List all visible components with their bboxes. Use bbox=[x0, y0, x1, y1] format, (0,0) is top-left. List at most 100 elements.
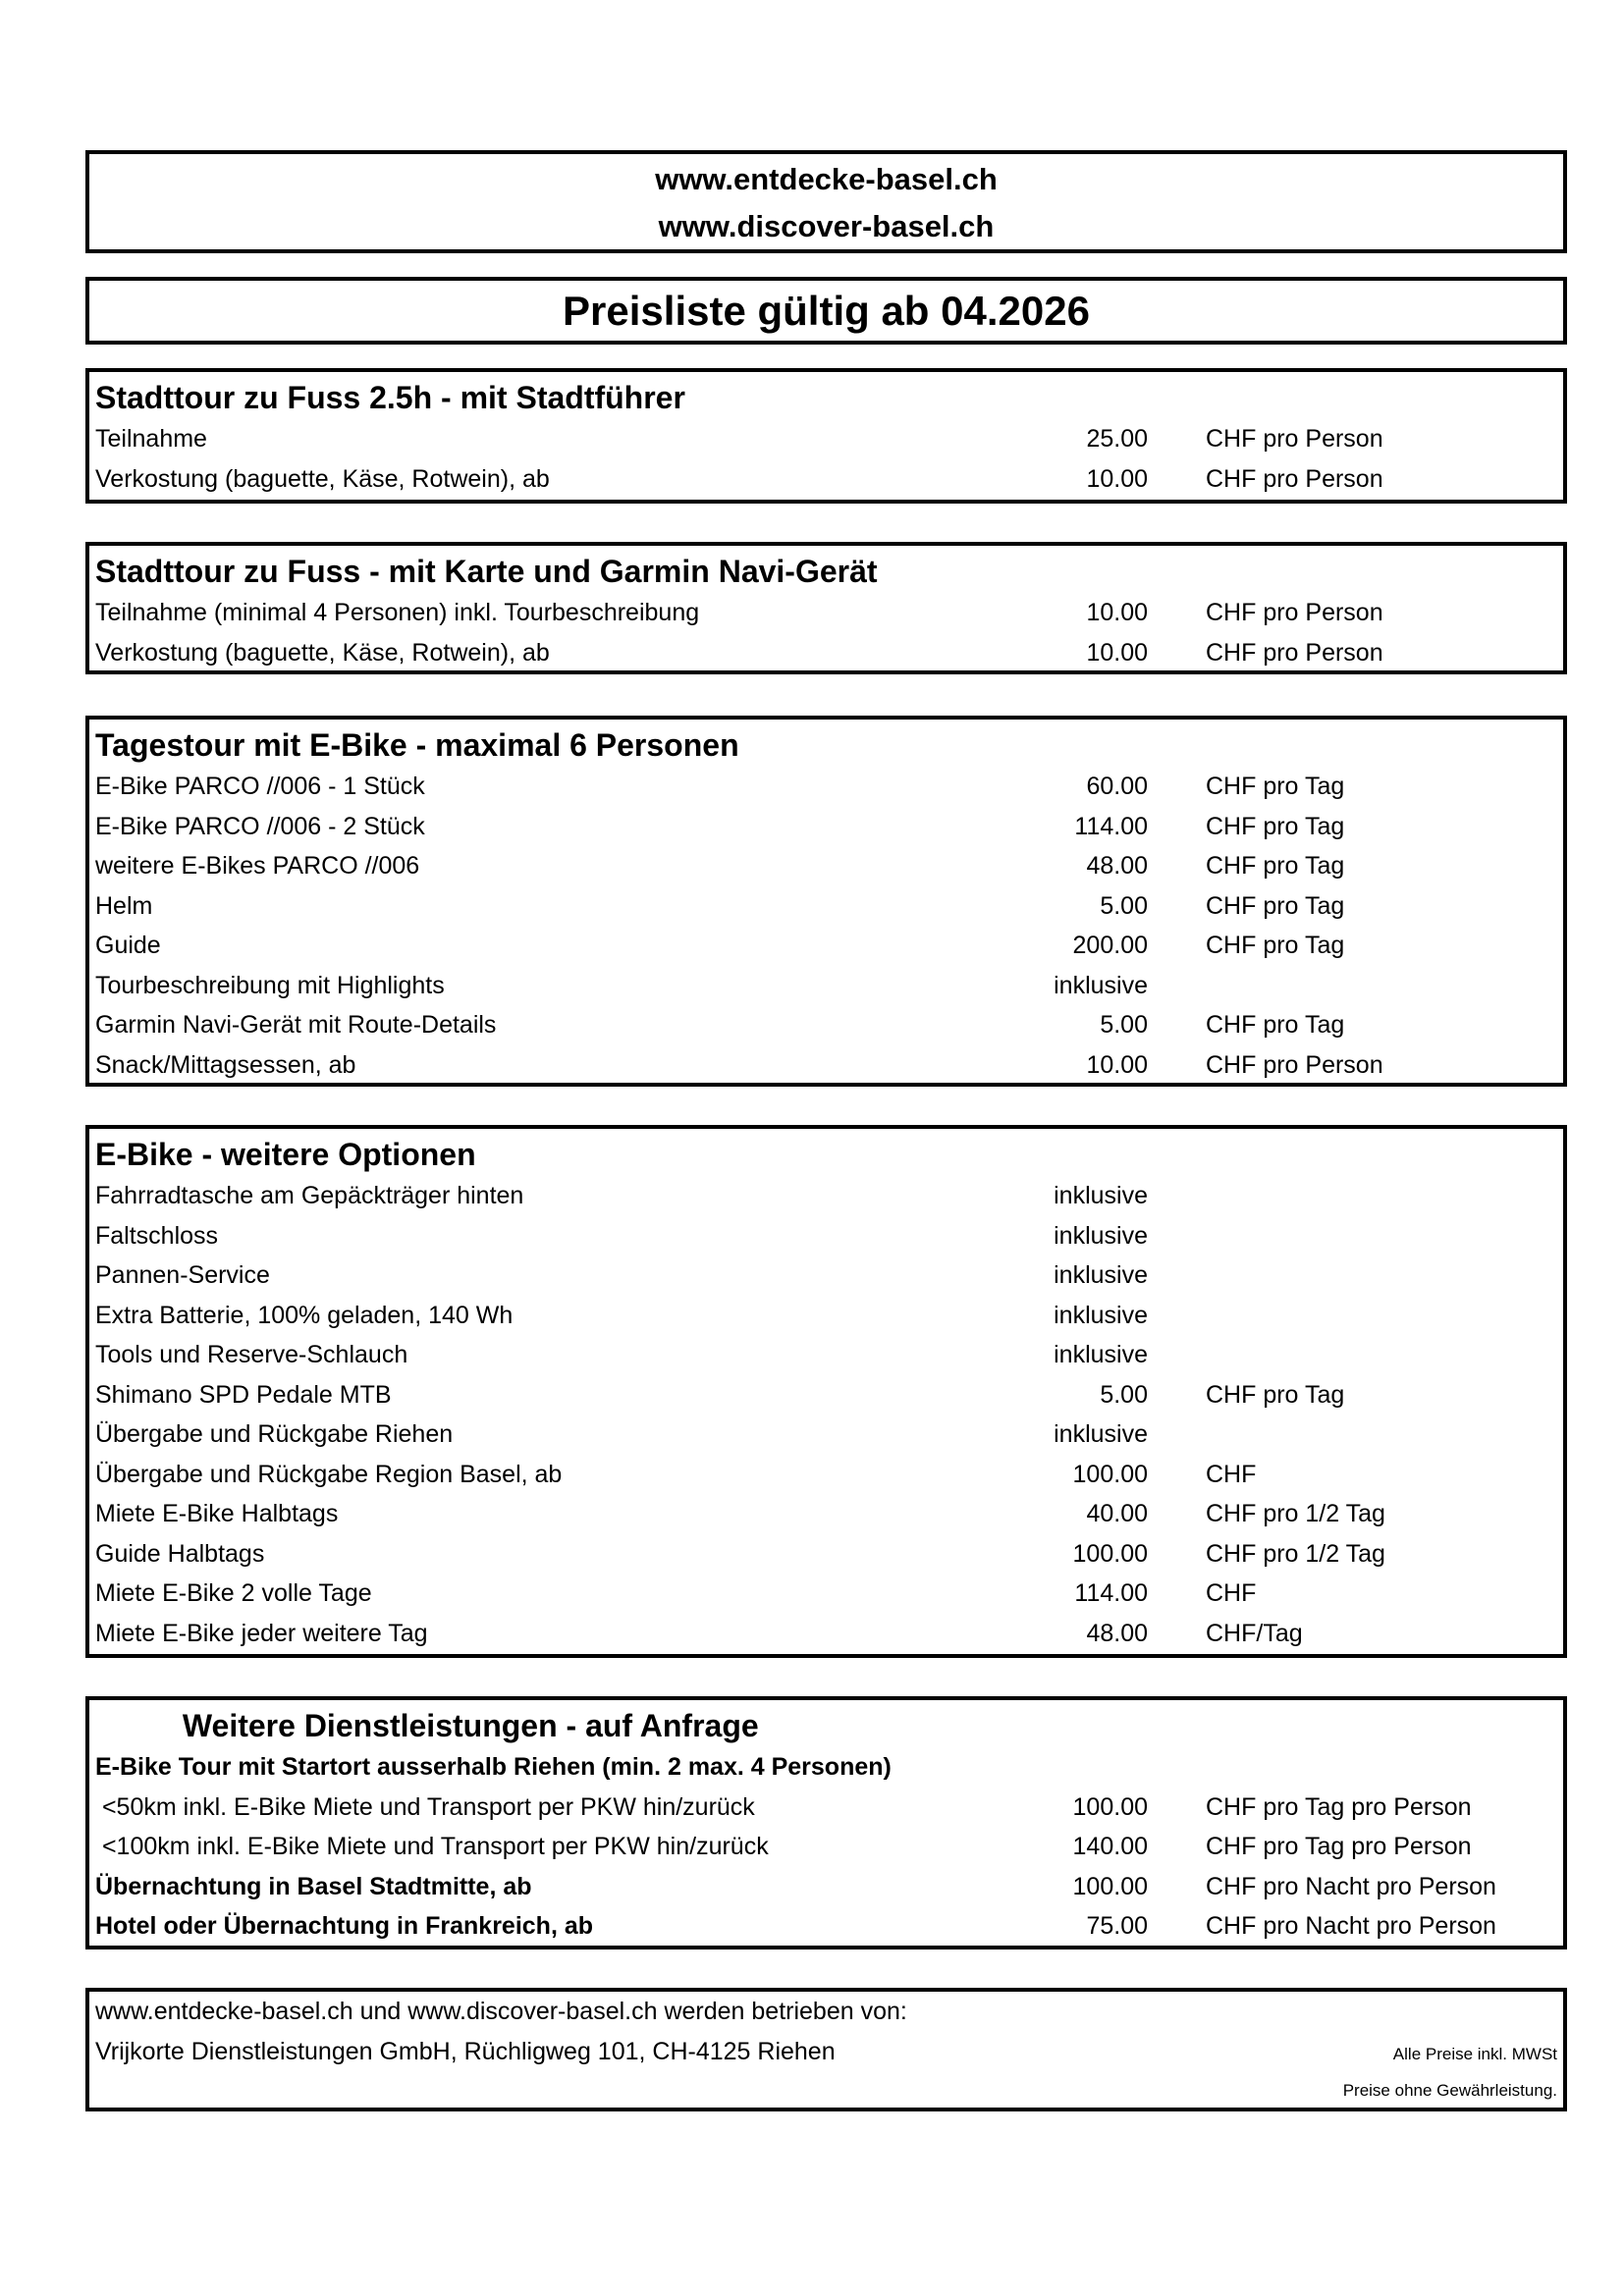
item-unit: CHF pro Person bbox=[1206, 425, 1383, 453]
item-price: 48.00 bbox=[1086, 1619, 1148, 1647]
price-row: Snack/Mittagsessen, ab 10.00 CHF pro Perso… bbox=[89, 1045, 1563, 1086]
item-unit: CHF pro Nacht pro Person bbox=[1206, 1912, 1496, 1940]
item-label: Fahrradtasche am Gepäckträger hinten bbox=[95, 1182, 524, 1209]
item-unit: CHF pro Tag bbox=[1206, 812, 1345, 840]
price-row: Miete E-Bike 2 volle Tage 114.00 CHF bbox=[89, 1574, 1563, 1614]
section-heading: Tagestour mit E-Bike - maximal 6 Persone… bbox=[95, 727, 739, 763]
item-label: Miete E-Bike Halbtags bbox=[95, 1500, 339, 1527]
item-unit: CHF bbox=[1206, 1579, 1257, 1607]
item-label: Verkostung (baguette, Käse, Rotwein), ab bbox=[95, 464, 550, 493]
website-url-de: www.entdecke-basel.ch bbox=[655, 162, 998, 196]
price-row: Übergabe und Rückgabe Riehen inklusive bbox=[89, 1415, 1563, 1455]
item-unit bbox=[1148, 1415, 1206, 1455]
item-unit: CHF pro Person bbox=[1206, 599, 1383, 626]
item-unit bbox=[1148, 1296, 1206, 1336]
item-label: Guide Halbtags bbox=[95, 1539, 265, 1568]
price-row: weitere E-Bikes PARCO //006 48.00 CHF pro … bbox=[89, 846, 1563, 886]
item-price: inklusive bbox=[1054, 1420, 1148, 1448]
item-unit bbox=[1148, 1176, 1206, 1216]
item-label: Miete E-Bike 2 volle Tage bbox=[95, 1579, 372, 1607]
item-unit: CHF pro 1/2 Tag bbox=[1206, 1539, 1385, 1568]
section-heading: Stadttour zu Fuss - mit Karte und Garmin… bbox=[95, 554, 878, 589]
item-price: 5.00 bbox=[1100, 891, 1148, 920]
price-row: Garmin Navi-Gerät mit Route-Details 5.00 C… bbox=[89, 1005, 1563, 1045]
item-unit bbox=[1148, 1335, 1206, 1375]
price-row: Helm 5.00 CHF pro Tag bbox=[89, 886, 1563, 927]
item-label: Helm bbox=[95, 891, 153, 920]
item-unit: CHF pro Tag bbox=[1206, 852, 1345, 880]
price-row: Pannen-Service inklusive bbox=[89, 1255, 1563, 1296]
price-row: E-Bike PARCO //006 - 1 Stück 60.00 CHF pro… bbox=[89, 767, 1563, 807]
price-row: Teilnahme (minimal 4 Personen) inkl. Tou… bbox=[89, 593, 1563, 633]
footer-line: Preise ohne Gewährleistung. bbox=[89, 2071, 1563, 2111]
price-row: Shimano SPD Pedale MTB 5.00 CHF pro Tag bbox=[89, 1375, 1563, 1415]
footer-address: Vrijkorte Dienstleistungen GmbH, Rüchlig… bbox=[95, 2037, 836, 2065]
item-unit: CHF pro Tag pro Person bbox=[1206, 1833, 1472, 1860]
item-label: weitere E-Bikes PARCO //006 bbox=[95, 852, 420, 880]
item-unit: CHF pro Tag pro Person bbox=[1206, 1792, 1472, 1821]
item-unit: CHF/Tag bbox=[1206, 1619, 1303, 1647]
item-unit: CHF pro Person bbox=[1206, 464, 1383, 493]
item-label: Shimano SPD Pedale MTB bbox=[95, 1380, 392, 1409]
item-price: 5.00 bbox=[1100, 1011, 1148, 1039]
item-price: 75.00 bbox=[1086, 1912, 1148, 1940]
item-unit: CHF pro Person bbox=[1206, 1050, 1383, 1079]
price-row: Guide 200.00 CHF pro Tag bbox=[89, 926, 1563, 966]
footer-box: www.entdecke-basel.ch und www.discover-b… bbox=[85, 1988, 1567, 2111]
footer-line: Vrijkorte Dienstleistungen GmbH, Rüchlig… bbox=[89, 2032, 1563, 2072]
price-row: E-Bike PARCO //006 - 2 Stück 114.00 CHF pr… bbox=[89, 807, 1563, 847]
vat-note: Alle Preise inkl. MWSt bbox=[1392, 2044, 1557, 2063]
item-label: Verkostung (baguette, Käse, Rotwein), ab bbox=[95, 638, 550, 667]
item-label: Teilnahme (minimal 4 Personen) inkl. Tou… bbox=[95, 599, 700, 626]
price-row: Faltschloss inklusive bbox=[89, 1216, 1563, 1256]
title-box: Preisliste gültig ab 04.2026 bbox=[85, 277, 1567, 345]
price-section: Tagestour mit E-Bike - maximal 6 Persone… bbox=[85, 716, 1567, 1087]
item-price: 114.00 bbox=[1074, 812, 1148, 840]
item-label: Garmin Navi-Gerät mit Route-Details bbox=[95, 1011, 497, 1039]
item-price: inklusive bbox=[1054, 1221, 1148, 1250]
item-price: 40.00 bbox=[1086, 1500, 1148, 1527]
item-price: 200.00 bbox=[1072, 932, 1148, 959]
price-row: Verkostung (baguette, Käse, Rotwein), ab… bbox=[89, 633, 1563, 673]
footer-operator-text: www.entdecke-basel.ch und www.discover-b… bbox=[95, 1998, 907, 2025]
item-price: 140.00 bbox=[1072, 1833, 1148, 1860]
price-row: Extra Batterie, 100% geladen, 140 Wh inkl… bbox=[89, 1296, 1563, 1336]
item-label: Übergabe und Rückgabe Riehen bbox=[95, 1420, 454, 1448]
item-price: 10.00 bbox=[1086, 638, 1148, 667]
item-price: 48.00 bbox=[1086, 852, 1148, 880]
item-label: E-Bike PARCO //006 - 1 Stück bbox=[95, 773, 425, 800]
item-price: 10.00 bbox=[1086, 464, 1148, 493]
item-price: 10.00 bbox=[1086, 599, 1148, 626]
item-label: E-Bike Tour mit Startort ausserhalb Rieh… bbox=[95, 1753, 892, 1781]
item-price: 100.00 bbox=[1072, 1872, 1148, 1900]
price-section: E-Bike - weitere Optionen Fahrradtasche a… bbox=[85, 1125, 1567, 1658]
item-unit: CHF pro Tag bbox=[1206, 932, 1345, 959]
section-heading: E-Bike - weitere Optionen bbox=[95, 1137, 476, 1172]
price-row: E-Bike Tour mit Startort ausserhalb Rieh… bbox=[89, 1747, 1563, 1788]
price-section: Stadttour zu Fuss 2.5h - mit Stadtführer… bbox=[85, 368, 1567, 504]
item-label: Übergabe und Rückgabe Region Basel, ab bbox=[95, 1460, 563, 1488]
item-price: inklusive bbox=[1054, 1182, 1148, 1209]
item-label: Faltschloss bbox=[95, 1221, 219, 1250]
price-row: Miete E-Bike jeder weitere Tag 48.00 CHF/T… bbox=[89, 1614, 1563, 1654]
item-label: <100km inkl. E-Bike Miete und Transport … bbox=[95, 1833, 769, 1860]
price-row: Guide Halbtags 100.00 CHF pro 1/2 Tag bbox=[89, 1534, 1563, 1575]
item-price: inklusive bbox=[1054, 971, 1148, 999]
price-row: Tourbeschreibung mit Highlights inklusive bbox=[89, 966, 1563, 1006]
item-unit bbox=[1148, 1255, 1206, 1296]
section-heading: Stadttour zu Fuss 2.5h - mit Stadtführer bbox=[95, 380, 685, 415]
footer-line: www.entdecke-basel.ch und www.discover-b… bbox=[89, 1992, 1563, 2032]
price-section: Weitere Dienstleistungen - auf Anfrage E-… bbox=[85, 1696, 1567, 1949]
price-section: Stadttour zu Fuss - mit Karte und Garmin… bbox=[85, 542, 1567, 674]
item-price: 100.00 bbox=[1072, 1792, 1148, 1821]
item-price: 25.00 bbox=[1086, 425, 1148, 453]
item-price: 114.00 bbox=[1074, 1579, 1148, 1607]
item-label: Teilnahme bbox=[95, 425, 207, 453]
item-label: Guide bbox=[95, 932, 161, 959]
page-title: Preisliste gültig ab 04.2026 bbox=[563, 288, 1090, 334]
item-label: Tourbeschreibung mit Highlights bbox=[95, 971, 445, 999]
item-unit bbox=[1148, 966, 1206, 1006]
item-price: 10.00 bbox=[1086, 1050, 1148, 1079]
price-row: Teilnahme 25.00 CHF pro Person bbox=[89, 419, 1563, 459]
item-unit: CHF bbox=[1206, 1460, 1257, 1488]
